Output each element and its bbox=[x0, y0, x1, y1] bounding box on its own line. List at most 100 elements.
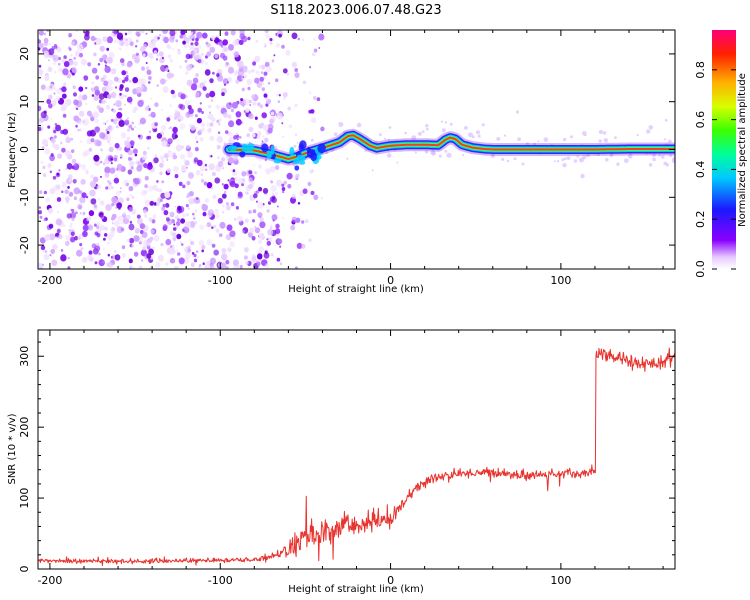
noise-speck bbox=[107, 87, 111, 92]
noise-speck bbox=[80, 179, 86, 185]
noise-speck bbox=[248, 170, 253, 175]
noise-speck bbox=[189, 239, 192, 241]
noise-speck bbox=[56, 88, 63, 95]
noise-speck bbox=[227, 114, 232, 119]
noise-speck bbox=[182, 35, 187, 40]
noise-speck bbox=[56, 46, 62, 53]
noise-speck bbox=[128, 258, 133, 264]
noise-speck bbox=[265, 33, 270, 39]
noise-speck bbox=[227, 66, 235, 74]
noise-speck bbox=[100, 77, 105, 82]
ridge-blob bbox=[239, 151, 246, 158]
noise-speck bbox=[241, 183, 245, 187]
noise-speck bbox=[165, 203, 170, 208]
noise-speck bbox=[245, 260, 249, 265]
noise-speck bbox=[107, 94, 112, 99]
noise-speck bbox=[244, 247, 249, 253]
noise-speck bbox=[178, 181, 183, 186]
noise-speck bbox=[180, 154, 186, 160]
noise-speck bbox=[287, 184, 292, 189]
noise-speck bbox=[65, 98, 72, 106]
noise-speck bbox=[227, 76, 232, 81]
spectral-ridge-layer bbox=[227, 134, 675, 161]
noise-speck bbox=[133, 235, 140, 242]
noise-speck bbox=[100, 175, 102, 178]
noise-speck bbox=[202, 86, 207, 91]
noise-speck bbox=[38, 206, 42, 209]
noise-speck bbox=[228, 136, 235, 144]
noise-speck bbox=[263, 42, 267, 47]
noise-speck bbox=[425, 124, 429, 128]
noise-speck bbox=[48, 83, 55, 91]
noise-speck bbox=[120, 132, 127, 139]
snr-panel: -200 -100 0 100 0 100 200 300 Height of straig… bbox=[7, 329, 676, 595]
noise-speck bbox=[119, 92, 122, 96]
noise-speck bbox=[48, 223, 54, 229]
noise-speck bbox=[175, 225, 179, 229]
noise-speck bbox=[237, 177, 244, 185]
noise-speck bbox=[119, 107, 123, 111]
noise-speck bbox=[90, 87, 95, 92]
noise-speck bbox=[272, 38, 275, 41]
noise-speck bbox=[89, 189, 96, 197]
noise-speck bbox=[204, 69, 211, 76]
noise-speck bbox=[181, 243, 184, 246]
noise-speck bbox=[196, 84, 201, 89]
noise-speck bbox=[646, 129, 651, 134]
noise-speck bbox=[69, 59, 74, 65]
x-tick-label: 0 bbox=[387, 274, 394, 287]
noise-speck bbox=[82, 94, 88, 101]
noise-speck bbox=[371, 169, 374, 172]
noise-speck bbox=[246, 79, 252, 85]
noise-speck bbox=[103, 237, 106, 241]
noise-speck bbox=[214, 177, 220, 184]
noise-speck bbox=[87, 62, 92, 67]
noise-speck bbox=[187, 151, 193, 158]
noise-speck bbox=[48, 42, 51, 46]
noise-speck bbox=[62, 103, 68, 109]
noise-speck bbox=[268, 237, 273, 242]
noise-speck bbox=[169, 211, 175, 218]
noise-speck bbox=[212, 71, 215, 75]
noise-speck bbox=[179, 241, 182, 244]
noise-speck bbox=[121, 70, 126, 76]
noise-speck bbox=[129, 220, 133, 224]
noise-speck bbox=[114, 76, 119, 82]
noise-speck bbox=[48, 208, 54, 214]
noise-speck bbox=[282, 135, 285, 138]
noise-speck bbox=[38, 105, 42, 112]
noise-speck bbox=[233, 70, 239, 76]
noise-speck bbox=[172, 154, 177, 160]
noise-speck bbox=[283, 180, 287, 185]
noise-speck bbox=[230, 108, 234, 113]
noise-speck bbox=[663, 161, 668, 166]
noise-speck bbox=[106, 47, 110, 51]
noise-speck bbox=[102, 36, 108, 42]
noise-speck bbox=[134, 178, 140, 185]
noise-speck bbox=[124, 95, 127, 98]
noise-speck bbox=[128, 185, 134, 192]
noise-speck bbox=[94, 223, 97, 227]
noise-speck bbox=[109, 143, 112, 145]
noise-speck bbox=[234, 217, 237, 221]
noise-speck bbox=[196, 255, 200, 259]
noise-speck bbox=[97, 63, 101, 66]
noise-speck bbox=[157, 197, 163, 203]
noise-speck bbox=[664, 118, 668, 122]
noise-speck bbox=[83, 75, 89, 81]
noise-speck bbox=[309, 169, 313, 174]
noise-speck bbox=[92, 111, 99, 119]
noise-speck bbox=[242, 104, 245, 108]
noise-speck bbox=[169, 257, 176, 264]
noise-speck bbox=[173, 165, 179, 173]
noise-speck bbox=[88, 256, 95, 263]
noise-speck bbox=[222, 112, 229, 118]
noise-speck bbox=[270, 253, 274, 257]
noise-speck bbox=[85, 102, 88, 106]
noise-speck bbox=[145, 66, 150, 71]
noise-speck bbox=[648, 125, 654, 130]
noise-speck bbox=[134, 106, 138, 111]
noise-speck bbox=[253, 193, 258, 199]
noise-speck bbox=[229, 241, 235, 248]
noise-speck bbox=[221, 253, 228, 261]
